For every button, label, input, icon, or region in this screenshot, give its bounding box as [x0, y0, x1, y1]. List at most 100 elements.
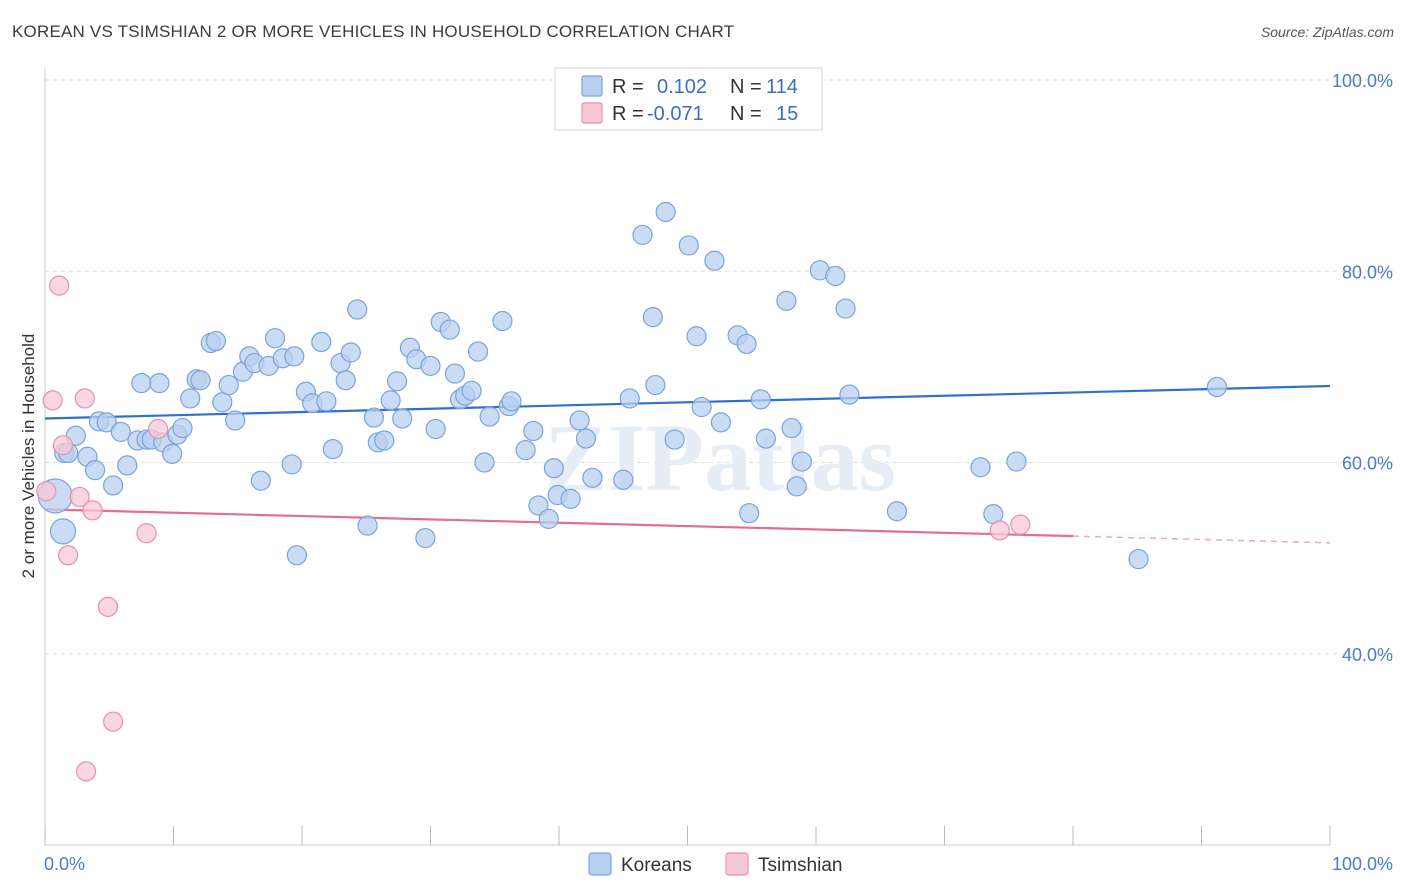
korean-point [543, 458, 564, 479]
korean-point [1128, 548, 1149, 570]
korean-point [515, 439, 536, 461]
korean-point [347, 299, 368, 320]
legend-r-label-koreans: R = [612, 76, 644, 98]
trend-lines [44, 384, 1331, 544]
korean-point [425, 418, 446, 440]
korean-point [691, 396, 712, 418]
korean-point [439, 319, 460, 340]
korean-point [286, 545, 307, 566]
korean-point [970, 457, 991, 478]
korean-point [560, 488, 581, 509]
axes [44, 68, 1331, 846]
korean-point [710, 412, 732, 433]
korean-point [632, 224, 653, 246]
tsimshian-point [103, 711, 124, 732]
tsimshian-point [42, 390, 63, 411]
tsimshian-point [136, 523, 157, 544]
korean-point [250, 470, 271, 491]
tsimshian-point [82, 500, 103, 521]
korean-point [281, 454, 302, 475]
tsimshian-point [69, 486, 90, 508]
tsimshian-point [36, 481, 57, 502]
korean-point [444, 363, 466, 384]
legend-r-value-tsimshian: -0.071 [647, 103, 704, 125]
tsimshian-trend-extension [1072, 535, 1331, 544]
legend-swatch-koreans [581, 75, 603, 97]
korean-point [172, 417, 193, 439]
korean-point [96, 412, 117, 433]
bottom-legend: Koreans Tsimshian [588, 852, 842, 876]
chart-title: KOREAN VS TSIMSHIAN 2 OR MORE VEHICLES I… [12, 22, 735, 41]
korean-point [363, 407, 385, 428]
korean-point [380, 390, 401, 411]
korean-point [284, 346, 305, 367]
korean-point [739, 503, 760, 524]
tsimshian-point [97, 596, 119, 617]
korean-point [420, 355, 441, 377]
korean-point [190, 370, 211, 391]
korean-point [655, 201, 676, 223]
korean-point [1206, 376, 1228, 398]
korean-point [776, 290, 797, 311]
y-tick-label: 40.0% [1342, 645, 1393, 665]
korean-point [686, 326, 707, 347]
tsimshian-point [989, 520, 1010, 541]
legend-swatch-tsimshian [581, 102, 603, 124]
bottom-legend-label-tsimshian: Tsimshian [758, 855, 842, 876]
korean-point [117, 455, 138, 476]
korean-point [1006, 451, 1027, 472]
korean-point [642, 307, 663, 328]
korean-point [415, 527, 436, 549]
korean-point [316, 391, 337, 412]
korean-point [467, 341, 489, 362]
korean-point [386, 371, 408, 392]
korean-point [736, 333, 757, 355]
korean-point [479, 406, 500, 427]
korean-point [85, 460, 106, 481]
tsimshian-point [49, 275, 70, 296]
korean-point [162, 443, 183, 464]
tsimshian-point [76, 761, 97, 782]
korean-point [664, 429, 685, 450]
source-label: Source: ZipAtlas.com [1260, 24, 1394, 40]
bottom-legend-swatch-tsimshian [725, 852, 749, 876]
y-tick-labels: 40.0% 60.0% 80.0% 100.0% [1332, 71, 1393, 665]
korean-point [678, 235, 699, 256]
x-tick-label-min: 0.0% [44, 854, 85, 874]
korean-point [786, 476, 807, 497]
y-tick-label: 60.0% [1342, 454, 1393, 474]
korean-point [335, 370, 356, 391]
korean-point [311, 331, 332, 353]
korean-point [149, 373, 170, 394]
korean-point [392, 408, 413, 429]
legend-n-label-koreans: N = [730, 76, 762, 98]
korean-point [791, 451, 812, 472]
korean-point [264, 328, 286, 349]
tsimshian-point [1010, 514, 1031, 535]
korean-point [528, 495, 549, 516]
korean-point [538, 508, 559, 530]
tsimshian-point [74, 388, 95, 409]
korean-point [131, 373, 152, 394]
x-tick-label-max: 100.0% [1332, 854, 1393, 874]
bottom-legend-label-koreans: Koreans [621, 855, 692, 876]
legend-n-value-koreans: 114 [766, 76, 798, 98]
korean-point [374, 430, 395, 451]
korean-point [835, 298, 856, 319]
korean-point [474, 452, 495, 473]
korean-point [49, 518, 77, 545]
korean-point [357, 515, 378, 536]
korean-point [180, 388, 201, 409]
korean-point [322, 439, 343, 460]
korean-point [839, 384, 860, 405]
y-tick-label: 100.0% [1332, 71, 1393, 91]
x-tick-labels: 0.0% 100.0% [44, 854, 1393, 874]
korean-point [225, 410, 246, 431]
y-tick-label: 80.0% [1342, 262, 1393, 282]
legend-r-label-tsimshian: R = [612, 103, 644, 125]
korean-point [619, 388, 640, 409]
legend-r-value-koreans: 0.102 [657, 76, 707, 98]
legend-n-value-tsimshian: 15 [776, 103, 798, 125]
korean-point [110, 421, 131, 442]
